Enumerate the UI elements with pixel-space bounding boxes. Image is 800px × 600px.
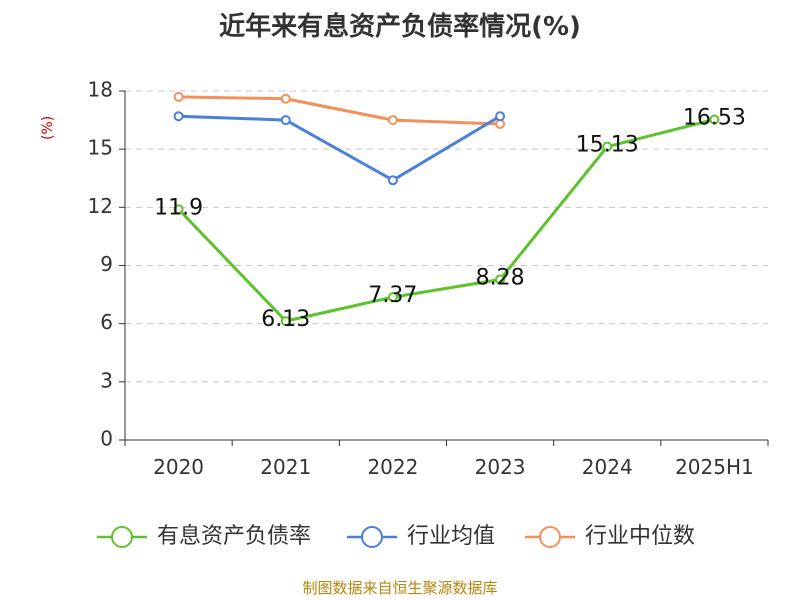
legend-label: 行业均值 [407,524,495,549]
legend-swatch-marker [539,526,561,548]
data-point [387,175,398,186]
y-tick-label: 3 [100,368,113,392]
series-line [177,118,715,323]
data-point [173,91,184,102]
data-label: 15.13 [576,133,639,158]
data-label: 16.53 [683,106,746,131]
data-point [602,141,613,152]
chart-title: 近年来有息资产负债率情况(%) [219,12,581,42]
data-point [495,111,506,122]
data-point [280,115,291,126]
data-label: 11.9 [154,195,203,220]
x-tick-label: 2025H1 [675,455,754,479]
source-note: 制图数据来自恒生聚源数据库 [302,579,498,597]
x-tick-label: 2022 [367,455,418,479]
data-point [280,316,291,327]
data-label: 6.13 [261,307,310,332]
data-point [280,93,291,104]
legend-label: 行业中位数 [585,524,695,549]
legend-label: 有息资产负债率 [157,524,311,549]
x-tick-label: 2021 [260,455,311,479]
legend-swatch-marker [111,526,133,548]
data-point [495,274,506,285]
data-point [387,292,398,303]
data-label: 7.37 [368,283,417,308]
y-tick-label: 12 [88,194,113,218]
x-tick-label: 2020 [153,455,204,479]
y-tick-label: 6 [100,310,113,334]
data-point [173,111,184,122]
series-line [178,95,501,126]
data-point [387,115,398,126]
data-point [709,114,720,125]
y-tick-label: 0 [100,427,113,451]
data-label: 8.28 [476,265,525,290]
x-tick-label: 2023 [475,455,526,479]
series-line [178,114,501,182]
x-tick-label: 2024 [582,455,633,479]
y-tick-label: 9 [100,252,113,276]
legend-swatch-marker [361,526,383,548]
data-point [173,204,184,215]
y-tick-label: 18 [88,78,113,102]
y-tick-label: 15 [88,136,113,160]
